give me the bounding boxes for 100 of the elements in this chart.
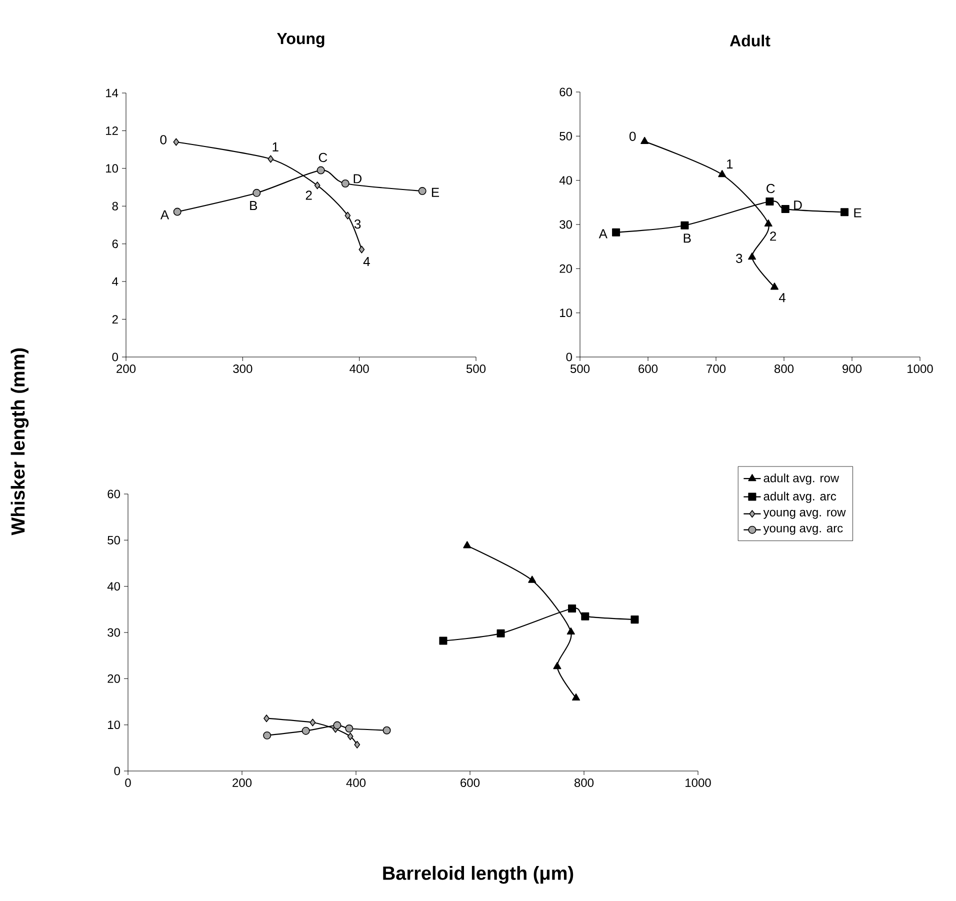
point [439, 636, 448, 645]
point [264, 714, 270, 722]
point [630, 616, 639, 624]
x-axis-title: Barreloid length (μm) [383, 866, 574, 884]
point [770, 282, 779, 290]
annotation: 2 [770, 232, 776, 241]
point [840, 208, 849, 216]
annotation: 4 [363, 257, 370, 266]
annotation: A [598, 229, 608, 238]
point [463, 541, 472, 548]
x-tick-label: 500 [466, 364, 486, 374]
point [748, 252, 756, 260]
point [173, 138, 180, 146]
x-tick-label: 800 [574, 778, 594, 788]
x-tick-label: 1000 [908, 364, 933, 374]
annotation: 1 [272, 142, 278, 152]
y-tick-label: 30 [560, 220, 572, 229]
y-tick-label: 14 [106, 88, 118, 98]
point [566, 627, 575, 635]
point [496, 629, 505, 638]
y-tick-label: 10 [108, 720, 120, 730]
y-tick-label: 0 [566, 352, 572, 362]
point [640, 136, 649, 144]
legend-label: young avg. arc [763, 526, 843, 535]
annotation: D [794, 200, 802, 210]
point [764, 219, 772, 227]
point [382, 726, 391, 734]
point [344, 212, 351, 220]
point [263, 731, 272, 740]
annotation: 0 [629, 132, 636, 141]
point [341, 180, 350, 188]
x-tick-label: 900 [842, 364, 862, 374]
point [173, 208, 182, 216]
y-tick-label: 50 [108, 536, 120, 544]
legend-label: young avg. row [763, 510, 846, 519]
point [314, 182, 320, 190]
x-tick-label: 0 [125, 778, 131, 788]
annotation: 3 [736, 254, 742, 263]
y-tick-label: 30 [108, 628, 120, 637]
y-axis-title: Whisker length (mm) [10, 348, 29, 536]
y-tick-label: 8 [112, 202, 118, 210]
annotation: E [432, 188, 440, 197]
y-tick-label: 0 [114, 766, 120, 776]
x-tick-label: 200 [116, 364, 136, 374]
annotation: 1 [726, 160, 733, 168]
y-tick-label: 6 [112, 240, 118, 248]
annotation: C [766, 184, 775, 194]
x-tick-label: 400 [346, 778, 366, 788]
x-tick-label: 600 [460, 778, 480, 788]
point [333, 721, 342, 730]
point [358, 246, 365, 254]
chart-title: Adult [730, 34, 770, 46]
point [302, 726, 310, 735]
y-tick-label: 60 [560, 88, 572, 96]
point [553, 662, 562, 670]
y-tick-label: 20 [108, 674, 120, 683]
point [612, 228, 620, 236]
point [345, 724, 354, 733]
point [718, 170, 726, 178]
annotation: 2 [306, 190, 312, 200]
annotation: A [160, 210, 170, 220]
annotation: 4 [778, 293, 786, 302]
point [252, 188, 261, 197]
x-tick-label: 300 [233, 364, 252, 374]
annotation: B [250, 201, 258, 210]
annotation: B [684, 234, 691, 243]
point [572, 693, 580, 701]
point [316, 166, 325, 174]
x-tick-label: 500 [570, 364, 590, 374]
point [680, 221, 689, 230]
point [781, 205, 790, 214]
x-tick-label: 1000 [686, 778, 711, 788]
annotation: C [318, 152, 328, 162]
y-tick-label: 12 [106, 126, 118, 135]
point [766, 198, 774, 206]
point [568, 604, 576, 612]
annotation: 0 [160, 135, 166, 144]
y-tick-label: 20 [560, 264, 572, 273]
y-tick-label: 4 [112, 277, 118, 286]
point [581, 612, 590, 620]
x-tick-label: 700 [706, 364, 726, 374]
y-tick-label: 40 [107, 582, 120, 591]
legend-label: adult avg. arc [764, 492, 836, 503]
point [354, 740, 360, 748]
point [268, 155, 274, 163]
y-tick-label: 50 [560, 132, 572, 140]
annotation: 3 [354, 219, 361, 229]
legend-label: adult avg. row [764, 474, 840, 485]
x-tick-label: 600 [638, 364, 658, 374]
y-tick-label: 10 [560, 308, 572, 318]
y-tick-label: 10 [106, 164, 118, 173]
y-tick-label: 40 [559, 176, 572, 185]
y-tick-label: 2 [112, 315, 118, 324]
x-tick-label: 800 [774, 364, 794, 374]
point [418, 187, 426, 196]
point [310, 718, 316, 726]
y-tick-label: 60 [108, 490, 120, 498]
y-tick-label: 0 [112, 352, 118, 362]
x-tick-label: 400 [350, 364, 369, 374]
point [347, 732, 354, 740]
